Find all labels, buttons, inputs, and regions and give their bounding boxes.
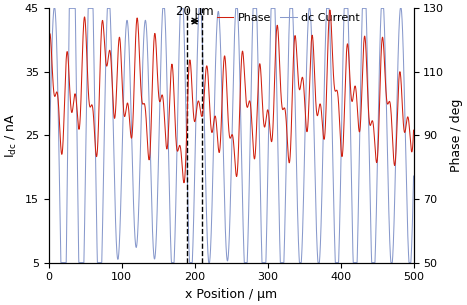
dc Current: [400, 28, 405, 31]
Phase: [199, 114, 205, 118]
dc Current: [199, 33, 205, 36]
Line: Phase: Phase: [49, 10, 414, 183]
dc Current: [382, 23, 387, 27]
dc Current: [411, 174, 417, 178]
Phase: [411, 128, 417, 132]
dc Current: [202, 154, 208, 157]
Line: dc Current: dc Current: [49, 8, 414, 263]
Phase: [202, 80, 208, 84]
Phase: [400, 107, 405, 111]
dc Current: [46, 167, 51, 171]
dc Current: [58, 261, 64, 264]
Phase: [46, 43, 51, 47]
dc Current: [219, 106, 225, 110]
dc Current: [311, 126, 317, 130]
dc Current: [51, 6, 57, 10]
Text: 20 μm: 20 μm: [176, 5, 213, 18]
Y-axis label: Phase / deg: Phase / deg: [450, 99, 463, 172]
Phase: [382, 58, 387, 62]
Phase: [219, 98, 225, 101]
Phase: [311, 55, 317, 58]
Phase: [327, 8, 333, 12]
X-axis label: x Position / μm: x Position / μm: [185, 288, 277, 301]
Legend: Phase, dc Current: Phase, dc Current: [212, 9, 364, 28]
Y-axis label: I$_{\rm dc}$ / nA: I$_{\rm dc}$ / nA: [4, 113, 19, 158]
Phase: [181, 181, 187, 185]
